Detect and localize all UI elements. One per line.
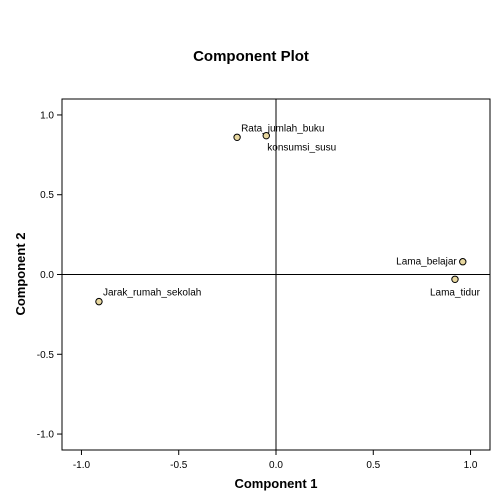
x-axis-ticks: -1.0 -0.5 0.0 0.5 1.0	[73, 450, 478, 471]
chart-title: Component Plot	[193, 48, 309, 65]
y-axis-label: Component 2	[13, 232, 28, 315]
data-point-label: Jarak_rumah_sekolah	[103, 288, 201, 299]
x-tick-label: -1.0	[73, 460, 91, 471]
data-point	[451, 275, 459, 283]
data-point	[95, 297, 103, 306]
x-tick-label: 0.0	[269, 460, 283, 471]
y-axis-ticks: 1.0 0.5 0.0 -0.5 -1.0	[37, 110, 62, 441]
x-axis-label: Component 1	[234, 476, 317, 491]
data-point-label: Rata_jumlah_buku	[241, 123, 324, 134]
y-tick-label: -1.0	[37, 430, 55, 441]
x-tick-label: 1.0	[464, 460, 478, 471]
y-tick-label: 0.0	[40, 270, 54, 281]
data-point-label: konsumsi_susu	[267, 143, 336, 154]
x-tick-label: -0.5	[170, 460, 188, 471]
y-tick-label: -0.5	[37, 350, 55, 361]
data-point	[262, 131, 270, 140]
x-tick-label: 0.5	[366, 460, 380, 471]
data-point-label: Lama_tidur	[430, 287, 481, 298]
data-point	[233, 133, 241, 141]
data-points: Rata_jumlah_buku konsumsi_susu Lama_belaja…	[95, 123, 481, 306]
reference-lines	[62, 99, 490, 450]
y-tick-label: 1.0	[40, 110, 54, 121]
y-tick-label: 0.5	[40, 190, 54, 201]
data-point	[459, 258, 467, 266]
data-point-label: Lama_belajar	[396, 257, 457, 268]
